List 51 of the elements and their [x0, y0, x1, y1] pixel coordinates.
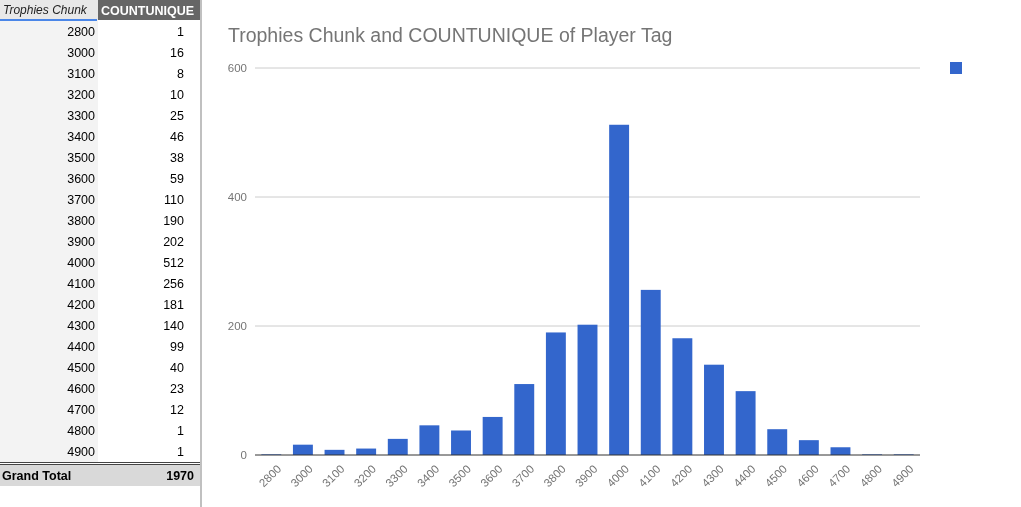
data-label: 1	[177, 445, 185, 459]
data-label: 16	[170, 46, 185, 60]
y-tick-label: 3000	[67, 46, 96, 60]
data-label: 190	[163, 214, 185, 228]
data-label: 12	[170, 403, 185, 417]
y-tick-label: 3700	[67, 193, 96, 207]
y-tick-label: 3600	[67, 172, 96, 186]
y-tick-label: 4900	[67, 445, 96, 459]
data-label: 202	[163, 235, 185, 249]
text: 1970	[166, 469, 195, 483]
y-tick-label: 4100	[67, 277, 96, 291]
y-tick-label: 3800	[67, 214, 96, 228]
y-tick-label: 3500	[67, 151, 96, 165]
y-tick-label: 4700	[67, 403, 96, 417]
data-label: 25	[170, 109, 185, 123]
x-tick-label: COUNTUNIQUE	[101, 3, 195, 18]
y-tick-label: 4400	[67, 340, 96, 354]
data-label: 1	[177, 424, 185, 438]
y-tick-label: 4500	[67, 361, 96, 375]
data-label: 46	[170, 130, 185, 144]
data-label: 10	[170, 88, 185, 102]
chart-title: Trophies Chunk and COUNTUNIQUE of Player Tag	[228, 24, 673, 46]
data-label: 512	[163, 256, 185, 270]
data-label: 1	[177, 25, 185, 39]
data-label: 110	[164, 193, 185, 207]
text: Grand Total	[2, 469, 72, 483]
y-tick-label: 4300	[67, 319, 96, 333]
y-tick-label: 4600	[67, 382, 96, 396]
y-axis-title: Trophies Chunk	[3, 3, 88, 17]
y-tick-label: 4000	[67, 256, 96, 270]
y-tick-label: 400	[227, 191, 247, 203]
y-tick-label: 0	[240, 449, 247, 461]
y-tick-label: 3100	[67, 67, 96, 81]
y-tick-label: 3200	[67, 88, 96, 102]
data-label: 256	[163, 277, 185, 291]
data-label: 40	[170, 361, 185, 375]
data-label: 38	[170, 151, 185, 165]
data-label: 8	[177, 67, 185, 81]
y-tick-label: 4200	[67, 298, 96, 312]
y-tick-label: 3400	[67, 130, 96, 144]
y-tick-label: 2800	[67, 25, 96, 39]
data-label: 23	[170, 382, 185, 396]
y-tick-label: 200	[227, 320, 247, 332]
y-tick-label: 4800	[67, 424, 96, 438]
data-label: 99	[170, 340, 185, 354]
y-tick-label: 3900	[67, 235, 96, 249]
data-label: 181	[163, 298, 185, 312]
y-tick-label: 3300	[67, 109, 96, 123]
data-label: 59	[170, 172, 185, 186]
y-tick-label: 600	[227, 62, 247, 74]
data-label: 140	[163, 319, 185, 333]
